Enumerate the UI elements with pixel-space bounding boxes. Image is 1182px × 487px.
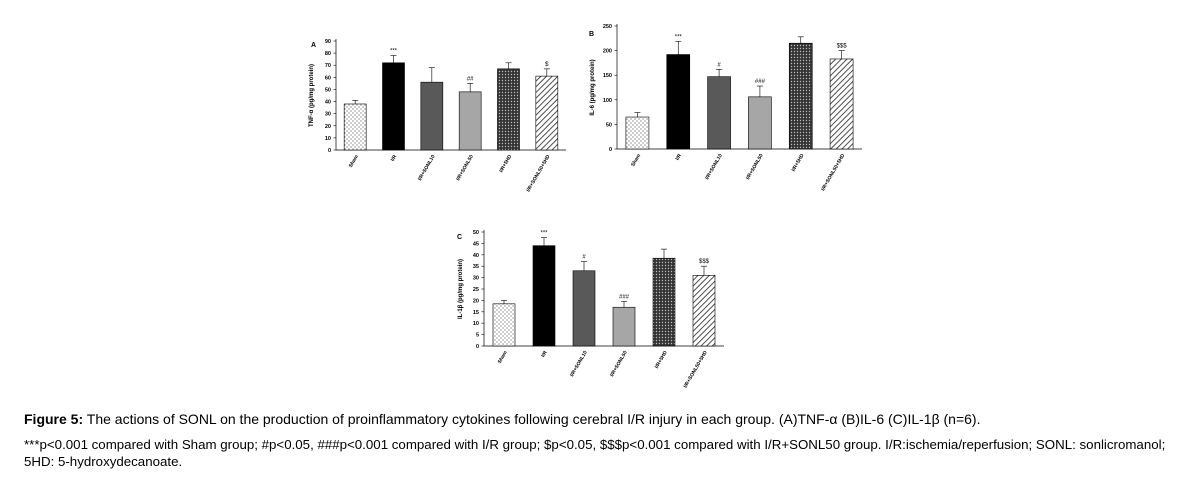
bar-i-r	[382, 62, 405, 151]
y-tick-label: 10	[325, 136, 331, 142]
bar-i-r-5hd	[497, 68, 520, 151]
significance-marker: #	[582, 255, 586, 261]
significance-marker: ***	[390, 49, 398, 55]
x-category-label: I/R+SONL10	[417, 154, 437, 182]
il1b-bar-chart: C IL-1β (pg/mg protein) 0 5 10 15 20 25 30 35 40 45…	[457, 230, 724, 389]
y-tick-label: 50	[606, 122, 612, 128]
x-category-label: I/R+5HD	[654, 350, 669, 370]
chart-panel-a: A TNF-α (pg/mg protein) 0 10 20 30 40 50 60 70 80 9…	[300, 28, 570, 203]
significance-marker: ###	[755, 79, 766, 85]
figure-caption: Figure 5: The actions of SONL on the pro…	[24, 410, 1169, 470]
y-tick-label: 250	[603, 24, 612, 30]
bar-i-r	[532, 245, 556, 347]
panel-label: C	[457, 234, 462, 241]
significance-marker: $$$	[837, 44, 848, 50]
y-tick-label: 0	[476, 344, 479, 350]
y-tick-label: 45	[473, 241, 479, 247]
significance-marker: $$$	[699, 259, 710, 265]
x-category-label: I/R	[675, 153, 684, 162]
bar-i-r-sonl50-5hd	[692, 275, 716, 347]
bar-i-r-sonl10	[707, 76, 731, 150]
y-axis-label: IL-1β (pg/mg protein)	[458, 259, 464, 319]
y-tick-label: 80	[325, 51, 331, 57]
x-category-label: Sham	[630, 153, 642, 168]
chart-panel-c: C IL-1β (pg/mg protein) 0 5 10 15 20 25 30 35 40 45…	[448, 225, 728, 405]
y-tick-label: 35	[473, 264, 479, 270]
y-tick-label: 20	[473, 298, 479, 304]
bar-i-r-sonl50	[458, 91, 482, 151]
significance-marker: ***	[675, 34, 683, 40]
y-tick-label: 30	[325, 112, 331, 118]
x-category-label: I/R+SONL50+5HD	[526, 154, 552, 193]
x-category-label: I/R+SONL50	[609, 350, 629, 378]
y-tick-label: 30	[473, 276, 479, 282]
x-category-label: I/R+SONL10	[704, 153, 724, 181]
il6-bar-chart: B IL-6 (pg/mg protein) 0 50 100 150 200 250 Sham…	[589, 24, 862, 192]
caption-notes: ***p<0.001 compared with Sham group; #p<…	[24, 437, 1166, 469]
bar-i-r-sonl10	[572, 270, 596, 347]
y-tick-label: 25	[473, 287, 479, 293]
y-tick-label: 40	[473, 253, 479, 259]
y-tick-label: 70	[325, 63, 331, 69]
x-category-label: I/R+5HD	[498, 154, 513, 174]
significance-marker: $	[545, 62, 549, 68]
bar-sham	[343, 103, 367, 151]
caption-title: Figure 5: The actions of SONL on the pro…	[24, 410, 1169, 428]
bar-sham	[492, 303, 516, 347]
y-axis-label: IL-6 (pg/mg protein)	[590, 59, 596, 115]
significance-marker: #	[717, 62, 721, 68]
bar-sham	[625, 116, 650, 150]
significance-marker: ***	[540, 231, 548, 237]
x-category-label: Sham	[497, 350, 509, 365]
panel-label: A	[311, 42, 316, 49]
x-category-label: Sham	[348, 154, 360, 169]
bar-i-r	[666, 54, 691, 150]
tnf-alpha-bar-chart: A TNF-α (pg/mg protein) 0 10 20 30 40 50 60 70 80 9…	[309, 39, 566, 193]
x-category-label: I/R+5HD	[791, 153, 806, 173]
y-tick-label: 40	[325, 100, 331, 106]
bar-i-r-sonl50	[612, 306, 636, 347]
x-category-label: I/R+SONL10	[569, 350, 589, 378]
y-tick-label: 5	[476, 333, 479, 339]
significance-marker: ###	[619, 295, 630, 301]
bar-i-r-sonl50	[748, 96, 772, 150]
caption-title-text: The actions of SONL on the production of…	[86, 411, 981, 427]
x-category-label: I/R+SONL50+5HD	[683, 350, 709, 389]
y-tick-label: 100	[603, 98, 612, 104]
x-category-label: I/R	[540, 350, 549, 359]
y-tick-label: 150	[603, 73, 612, 79]
significance-marker: ##	[467, 76, 474, 82]
chart-panel-b: B IL-6 (pg/mg protein) 0 50 100 150 200 250 Sham…	[580, 20, 870, 215]
y-tick-label: 50	[325, 87, 331, 93]
bar-i-r-sonl50-5hd	[829, 58, 854, 150]
y-tick-label: 10	[473, 321, 479, 327]
y-tick-label: 15	[473, 310, 479, 316]
x-category-label: I/R+SONL50	[745, 153, 765, 181]
y-tick-label: 0	[328, 148, 331, 154]
figure-label: Figure 5:	[24, 411, 84, 427]
y-tick-label: 200	[603, 49, 612, 55]
y-tick-label: 50	[473, 230, 479, 236]
bar-i-r-sonl50-5hd	[535, 75, 559, 151]
y-tick-label: 0	[609, 147, 612, 153]
x-category-label: I/R+SONL50+5HD	[820, 153, 846, 192]
panel-label: B	[589, 31, 594, 38]
bar-i-r-sonl10	[420, 81, 444, 151]
y-tick-label: 90	[325, 39, 331, 45]
y-tick-label: 20	[325, 124, 331, 130]
bar-i-r-5hd	[652, 257, 676, 347]
y-tick-label: 60	[325, 75, 331, 81]
bar-i-r-5hd	[788, 42, 813, 150]
x-category-label: I/R+SONL50	[455, 154, 475, 182]
x-category-label: I/R	[390, 154, 399, 163]
y-axis-label: TNF-α (pg/mg protein)	[309, 64, 315, 127]
